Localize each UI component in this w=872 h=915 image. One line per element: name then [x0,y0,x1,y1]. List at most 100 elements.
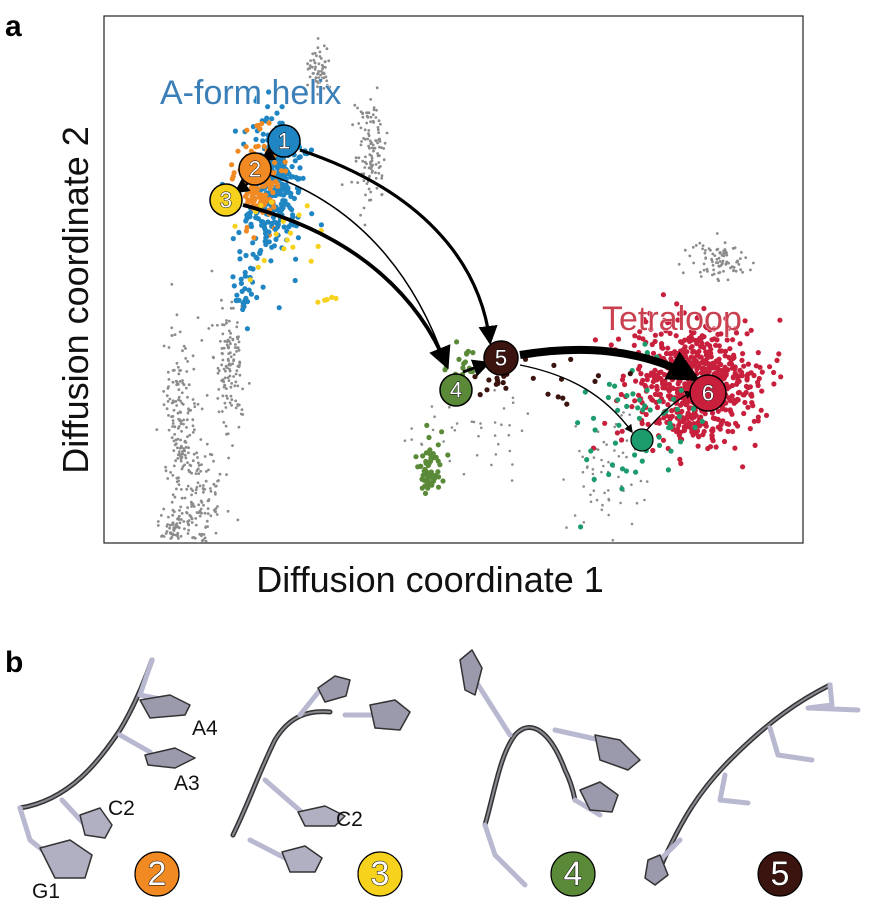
scatter-point [173,425,177,429]
scatter-point [475,454,479,457]
scatter-point [413,454,419,460]
scatter-point [198,509,202,513]
scatter-point [771,381,777,387]
scatter-point [435,442,441,448]
scatter-point [359,143,363,147]
scatter-point [317,62,321,66]
scatter-point [177,526,181,530]
scatter-point [704,249,707,252]
scatter-point [442,440,445,443]
scatter-point [647,310,653,316]
scatter-point [595,373,602,379]
scatter-point [368,153,372,157]
scatter-point [292,158,298,164]
scatter-point [234,292,240,298]
scatter-point [226,338,230,342]
scatter-point [729,411,735,417]
scatter-point [232,358,236,361]
scatter-point [734,269,738,273]
scatter-point [477,434,480,438]
scatter-point [730,337,736,343]
scatter-point [530,375,536,381]
scatter-point [189,487,193,491]
scatter-point [462,359,468,365]
scatter-point [290,244,296,250]
scatter-point [191,431,195,434]
scatter-point [230,236,236,242]
scatter-point [703,360,709,367]
scatter-point [363,166,367,169]
structure-state-5: 5 [644,682,861,897]
scatter-point [608,342,614,348]
scatter-point [293,256,299,262]
scatter-point [308,75,312,79]
scatter-point [235,369,239,372]
scatter-point [247,209,253,216]
scatter-point [628,413,631,417]
scatter-point [186,484,190,488]
scatter-point [681,271,685,275]
scatter-point [199,511,203,515]
scatter-point [702,268,706,272]
scatter-point [280,218,286,224]
scatter-point [281,224,287,230]
scatter-point [612,440,619,446]
scatter-point [196,402,200,406]
scatter-point [182,344,186,348]
scatter-point [189,464,193,467]
scatter-point [180,512,184,515]
scatter-point [682,344,688,350]
scatter-point [171,533,175,537]
scatter-point [273,236,279,242]
scatter-point [379,165,382,168]
scatter-point [445,452,451,458]
scatter-point [167,385,170,389]
scatter-point [172,439,176,443]
scatter-point [165,524,169,528]
residue-label-c2-b: C2 [336,808,363,831]
scatter-point [197,472,201,475]
scatter-point [637,363,643,369]
scatter-point [162,344,166,348]
state-circle-6 [689,374,727,412]
scatter-point [632,452,638,458]
scatter-point [730,374,737,380]
scatter-point [722,269,725,273]
scatter-point [624,403,630,409]
scatter-point [450,426,454,429]
scatter-point [638,371,644,377]
scatter-point [718,265,721,268]
scatter-point [374,163,378,166]
scatter-point [257,250,263,256]
scatter-point [375,86,379,90]
scatter-point [260,284,266,290]
scatter-point [233,384,237,388]
scatter-point [184,386,188,390]
scatter-point [308,258,314,264]
scatter-point [713,254,717,257]
scatter-point [749,268,752,272]
scatter-point [261,257,267,264]
scatter-point [236,518,240,522]
scatter-point [171,419,175,422]
scatter-point [243,218,249,224]
scatter-point [166,370,170,374]
scatter-point [288,193,294,199]
scatter-point [187,468,191,472]
scatter-point [306,62,309,66]
scatter-point [208,452,212,456]
scatter-point [327,59,331,63]
scatter-point [426,434,432,441]
scatter-point [308,66,312,70]
scatter-point [198,514,202,518]
scatter-point [278,168,285,174]
plot-frame [103,15,804,544]
scatter-point [435,469,441,475]
scatter-point [241,387,245,391]
scatter-point [568,356,574,362]
scatter-point [382,147,386,150]
state-marker-6: 6 [689,374,727,412]
scatter-point [730,428,736,435]
rna-structures: A4 A3 C2 G1 2 C2 3 [17,649,861,903]
scatter-point [181,452,185,456]
